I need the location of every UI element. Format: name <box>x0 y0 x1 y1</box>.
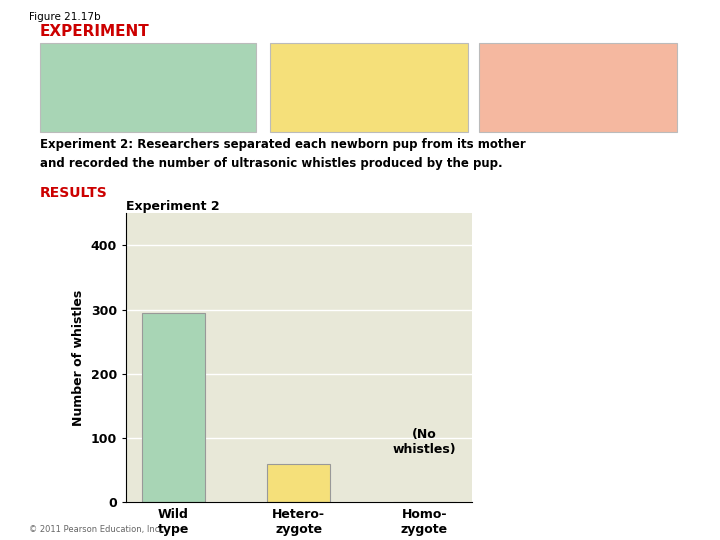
Text: RESULTS: RESULTS <box>40 186 107 200</box>
Bar <box>142 313 204 502</box>
Text: Wild type: two normal: Wild type: two normal <box>48 68 204 81</box>
Text: Heterozygote: one: Heterozygote: one <box>279 59 409 72</box>
Text: Homozygote: both: Homozygote: both <box>487 59 616 72</box>
Text: disrupted: disrupted <box>279 116 346 129</box>
Text: © 2011 Pearson Education, Inc.: © 2011 Pearson Education, Inc. <box>29 524 162 534</box>
Text: Experiment 2: Experiment 2 <box>126 200 220 213</box>
Text: FOXP2: FOXP2 <box>346 86 392 99</box>
Text: (No
whistles): (No whistles) <box>392 428 456 456</box>
Text: Figure 21.17b: Figure 21.17b <box>29 12 100 22</box>
Bar <box>267 464 330 502</box>
Text: FOXP2: FOXP2 <box>131 98 177 111</box>
Text: disrupted: disrupted <box>487 116 555 129</box>
Text: copy of: copy of <box>279 86 334 99</box>
Text: EXPERIMENT: EXPERIMENT <box>40 24 149 39</box>
Text: copies of: copies of <box>487 86 555 99</box>
Text: copies of: copies of <box>48 98 116 111</box>
Text: Experiment 2: Researchers separated each newborn pup from its mother: Experiment 2: Researchers separated each… <box>40 138 526 151</box>
Text: FOXP2: FOXP2 <box>570 86 616 99</box>
Text: and recorded the number of ultrasonic whistles produced by the pup.: and recorded the number of ultrasonic wh… <box>40 157 503 170</box>
Y-axis label: Number of whistles: Number of whistles <box>72 289 85 426</box>
